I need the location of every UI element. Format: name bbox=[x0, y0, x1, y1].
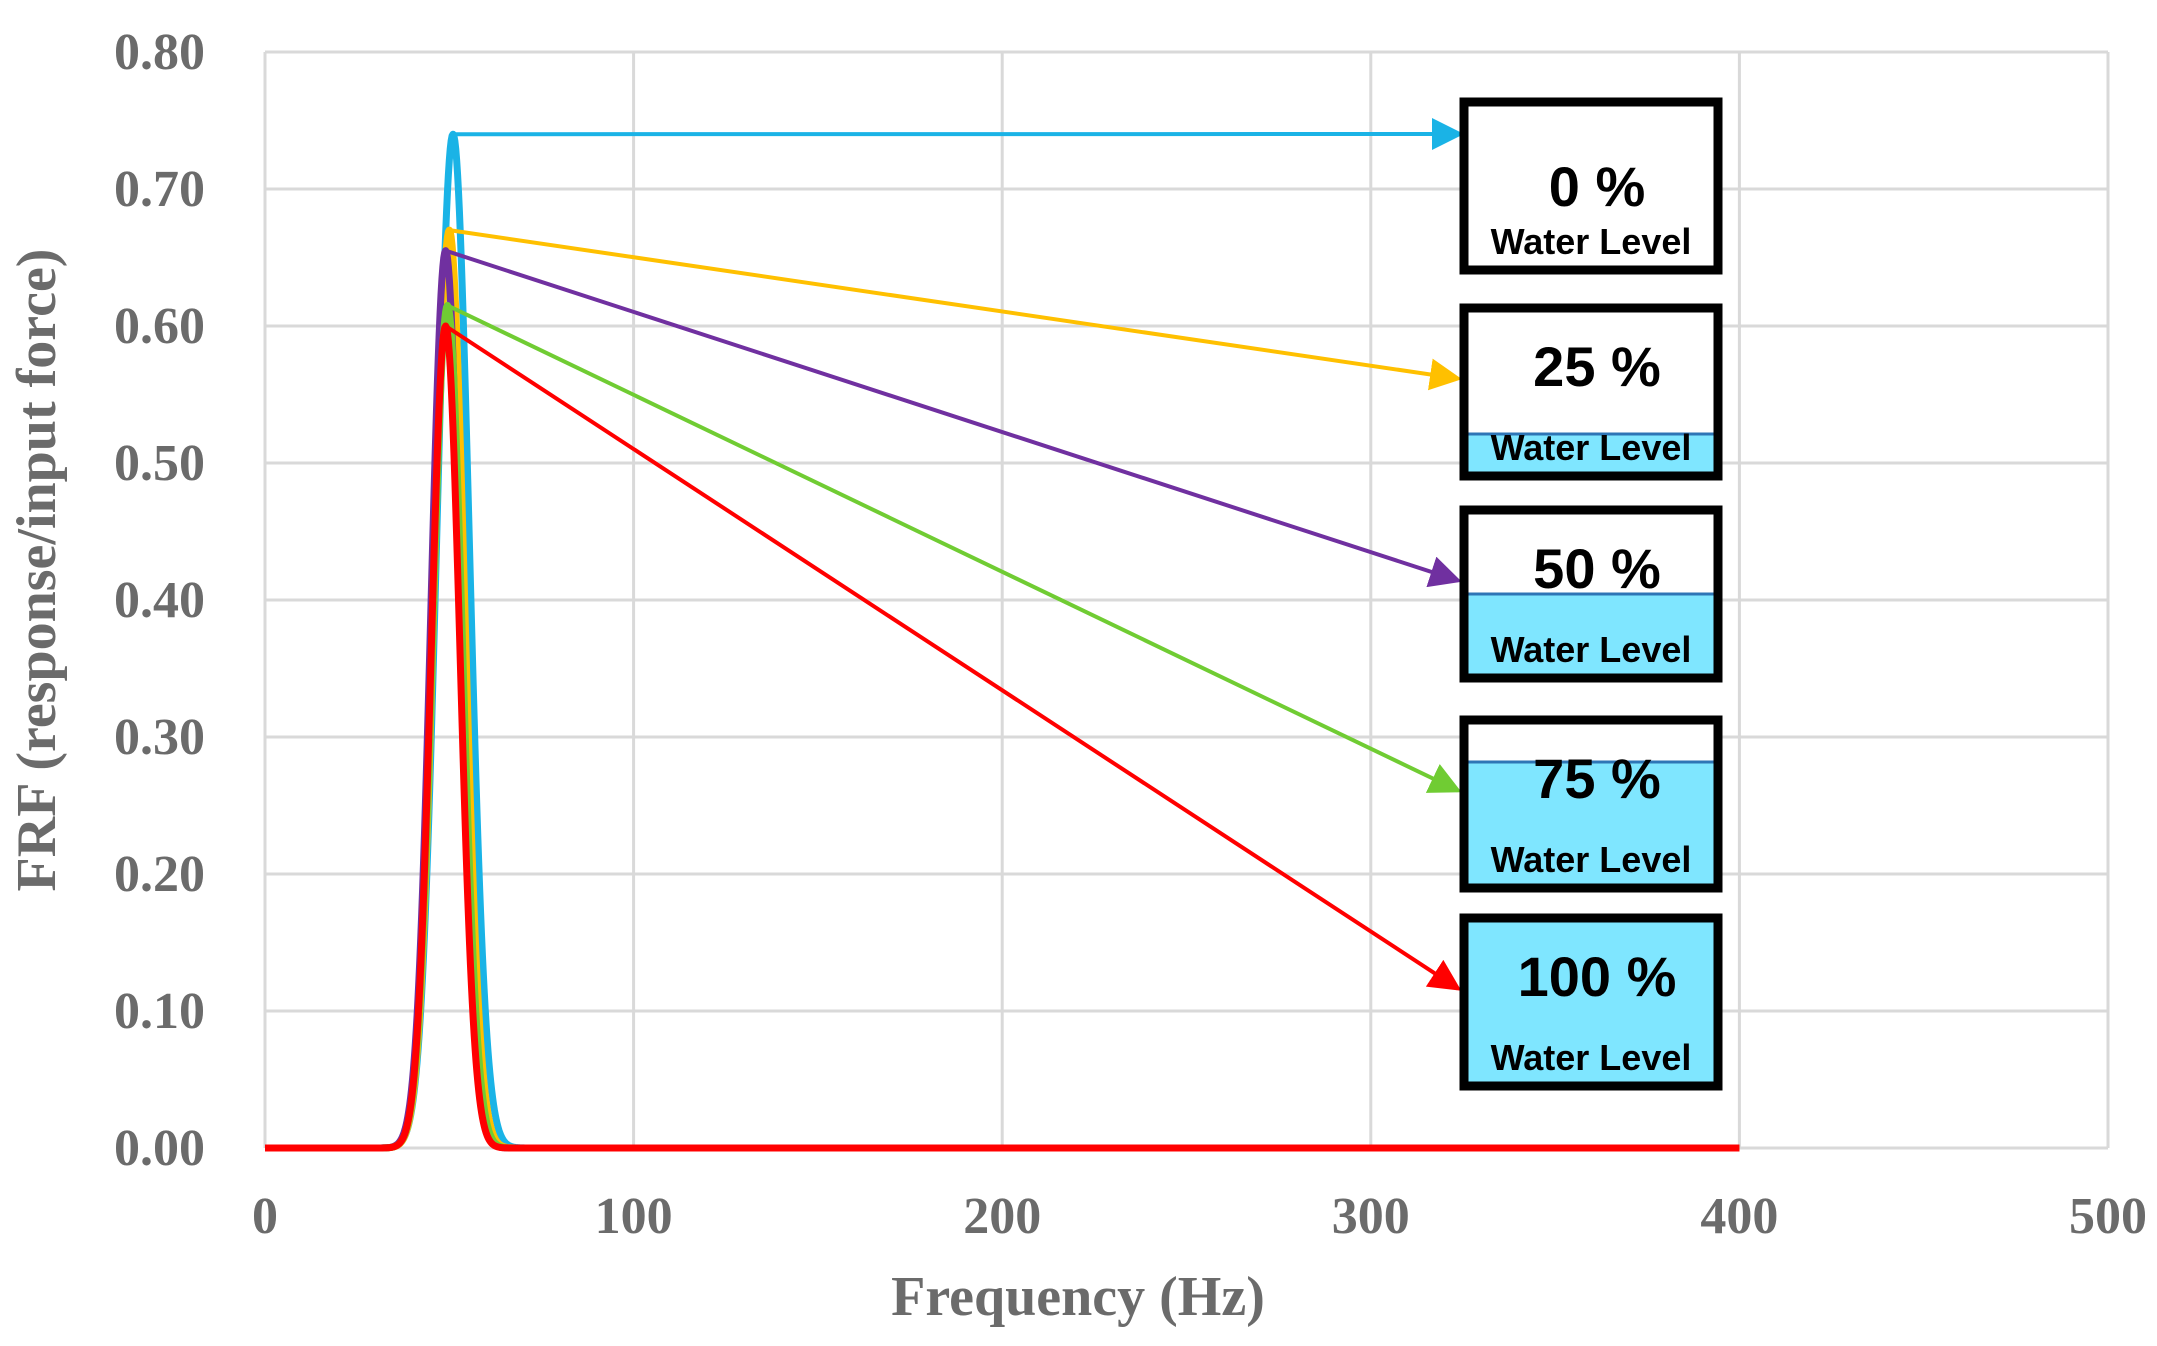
box-border-3 bbox=[1459, 715, 1723, 893]
water-fill-1 bbox=[1464, 434, 1718, 476]
x-axis-ticks: 0 100 200 300 400 500 bbox=[252, 1188, 2147, 1245]
x-tick-label-5: 500 bbox=[2069, 1188, 2147, 1245]
y-axis-title: FRF (response/input force) bbox=[6, 249, 68, 892]
annotation-box-2: 50 % Water Level bbox=[1459, 505, 1723, 683]
box-border-1 bbox=[1459, 303, 1723, 481]
box-border-4 bbox=[1459, 913, 1723, 1091]
box-background-0 bbox=[1464, 102, 1718, 270]
box-percent-4: 100 % bbox=[1518, 945, 1677, 1008]
annotation-box-1: 25 % Water Level bbox=[1459, 303, 1723, 481]
y-axis-ticks: 0.00 0.10 0.20 0.30 0.40 0.50 0.60 0.70 0.80 bbox=[114, 24, 205, 1177]
box-border-0 bbox=[1459, 97, 1723, 275]
x-tick-label-4: 400 bbox=[1700, 1188, 1778, 1245]
x-tick-label-3: 300 bbox=[1332, 1188, 1410, 1245]
box-percent-1: 25 % bbox=[1533, 335, 1661, 398]
box-percent-2: 50 % bbox=[1533, 537, 1661, 600]
arrow-4 bbox=[444, 324, 1462, 991]
arrow-3 bbox=[446, 303, 1462, 793]
series-line-4 bbox=[262, 322, 1742, 1152]
box-percent-3: 75 % bbox=[1533, 747, 1661, 810]
y-tick-label-1: 0.10 bbox=[114, 983, 205, 1040]
x-tick-label-1: 100 bbox=[595, 1188, 673, 1245]
water-fill-3 bbox=[1464, 762, 1718, 888]
arrow-2 bbox=[444, 248, 1462, 588]
y-tick-label-5: 0.50 bbox=[114, 435, 205, 492]
box-label-4: Water Level bbox=[1491, 1037, 1692, 1078]
x-tick-label-0: 0 bbox=[252, 1188, 278, 1245]
grid bbox=[263, 50, 2110, 1150]
box-border-2 bbox=[1459, 505, 1723, 683]
box-label-2: Water Level bbox=[1491, 629, 1692, 670]
arrows-group bbox=[444, 118, 1464, 991]
series-group bbox=[262, 130, 1742, 1152]
y-tick-label-3: 0.30 bbox=[114, 709, 205, 766]
box-percent-0: 0 % bbox=[1549, 155, 1646, 218]
box-label-1: Water Level bbox=[1491, 427, 1692, 468]
y-tick-label-2: 0.20 bbox=[114, 846, 205, 903]
y-tick-label-4: 0.40 bbox=[114, 572, 205, 629]
arrow-1 bbox=[449, 228, 1462, 391]
annotation-box-3: 75 % Water Level bbox=[1459, 715, 1723, 893]
box-label-3: Water Level bbox=[1491, 839, 1692, 880]
water-fill-2 bbox=[1464, 594, 1718, 678]
water-fill-4 bbox=[1464, 918, 1718, 1086]
annotation-box-4: 100 % Water Level bbox=[1459, 913, 1723, 1091]
x-tick-label-2: 200 bbox=[963, 1188, 1041, 1245]
y-tick-label-0: 0.00 bbox=[114, 1120, 205, 1177]
annotation-box-0: 0 %Water Level bbox=[1459, 97, 1723, 275]
x-axis-title: Frequency (Hz) bbox=[891, 1266, 1265, 1328]
box-label-0: Water Level bbox=[1491, 221, 1692, 262]
y-tick-label-8: 0.80 bbox=[114, 24, 205, 81]
y-tick-label-6: 0.60 bbox=[114, 298, 205, 355]
y-tick-label-7: 0.70 bbox=[114, 161, 205, 218]
